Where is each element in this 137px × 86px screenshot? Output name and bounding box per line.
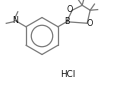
- Text: B: B: [64, 17, 69, 26]
- Text: O: O: [86, 19, 93, 28]
- Text: O: O: [67, 5, 73, 14]
- Text: N: N: [12, 16, 18, 25]
- Text: HCl: HCl: [60, 70, 75, 79]
